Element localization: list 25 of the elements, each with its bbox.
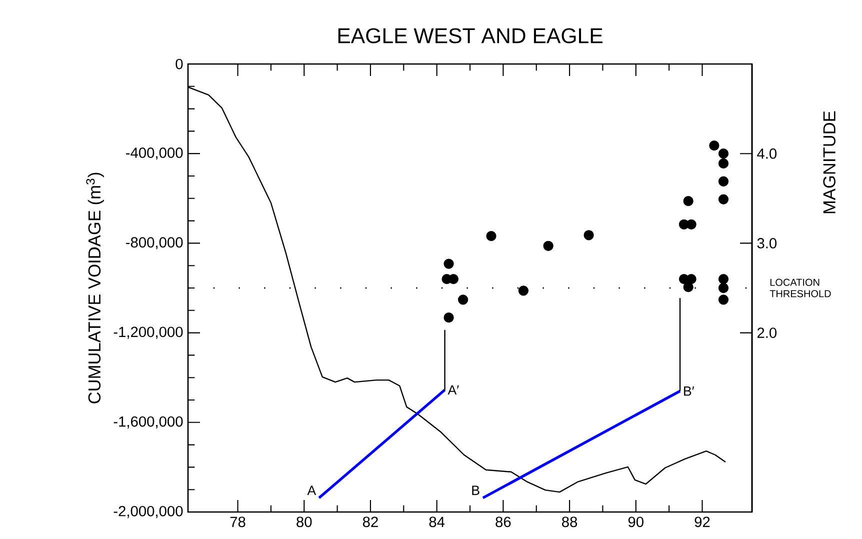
y-tick-label: -800,000 — [126, 237, 183, 250]
y-tick-label: -400,000 — [126, 148, 183, 160]
annotation: B′ — [684, 386, 694, 396]
chart-title: EAGLE WEST AND EAGLE — [338, 28, 602, 44]
y2-tick-label: 2.0 — [757, 328, 777, 338]
annotation: B — [472, 486, 480, 495]
y2-axis-title: MAGNITUDE — [823, 111, 836, 214]
annotation: A — [307, 486, 316, 495]
ref-line-label: LOCATION THRESHOLD — [770, 278, 831, 298]
x-tick-label: 90 — [628, 516, 644, 528]
x-tick-label: 80 — [296, 516, 312, 528]
y-axis-title: CUMULATIVE VOIDAGE (m$^{3}$) — [86, 172, 104, 404]
y2-tick-label: 3.0 — [757, 238, 777, 248]
y-tick-label: -2,000,000 — [114, 506, 183, 518]
x-tick-label: 86 — [496, 516, 511, 528]
y-tick-label: -1,600,000 — [114, 416, 183, 428]
x-tick-label: 82 — [362, 516, 378, 528]
x-tick-label: 84 — [429, 516, 445, 528]
x-tick-label: 92 — [694, 516, 710, 528]
y-tick-label: 0 — [176, 58, 183, 70]
annotation: A′ — [448, 385, 459, 395]
y-tick-label: -1,200,000 — [114, 326, 183, 339]
y2-tick-label: 4.0 — [757, 148, 777, 159]
x-tick-label: 78 — [230, 516, 246, 528]
x-tick-label: 88 — [562, 516, 578, 528]
